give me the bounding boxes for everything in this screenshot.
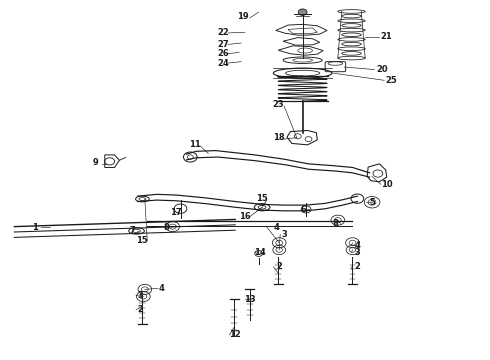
Text: 19: 19 xyxy=(237,12,248,21)
Circle shape xyxy=(298,9,307,15)
Text: 25: 25 xyxy=(386,76,397,85)
Text: 26: 26 xyxy=(217,49,229,58)
Text: 13: 13 xyxy=(244,294,256,303)
Text: 3: 3 xyxy=(137,291,143,300)
Text: 4: 4 xyxy=(159,284,165,293)
Text: 1: 1 xyxy=(32,223,38,232)
Text: 22: 22 xyxy=(217,28,229,37)
Text: 20: 20 xyxy=(376,65,388,74)
Text: 4: 4 xyxy=(274,223,280,232)
Text: 2: 2 xyxy=(137,305,143,314)
Text: 10: 10 xyxy=(381,180,392,189)
Text: 16: 16 xyxy=(239,212,251,221)
Text: 6: 6 xyxy=(301,205,307,214)
Text: 21: 21 xyxy=(381,32,392,41)
Text: 9: 9 xyxy=(93,158,99,167)
Text: 4: 4 xyxy=(354,241,360,250)
Text: 2: 2 xyxy=(354,262,360,271)
Text: 14: 14 xyxy=(254,248,266,257)
Text: 27: 27 xyxy=(217,40,229,49)
Text: 5: 5 xyxy=(369,198,375,207)
Text: 2: 2 xyxy=(276,262,282,271)
Text: 3: 3 xyxy=(281,230,287,239)
Text: 18: 18 xyxy=(273,133,285,142)
Text: 8: 8 xyxy=(164,223,170,232)
Text: 24: 24 xyxy=(217,59,229,68)
Text: 8: 8 xyxy=(333,219,338,228)
Text: 23: 23 xyxy=(272,100,284,109)
Text: 15: 15 xyxy=(256,194,268,203)
Text: 15: 15 xyxy=(137,237,148,246)
Text: 3: 3 xyxy=(354,248,360,257)
Text: 11: 11 xyxy=(189,140,201,149)
Text: 12: 12 xyxy=(229,330,241,339)
Text: 7: 7 xyxy=(130,226,136,235)
Text: 17: 17 xyxy=(170,208,181,217)
